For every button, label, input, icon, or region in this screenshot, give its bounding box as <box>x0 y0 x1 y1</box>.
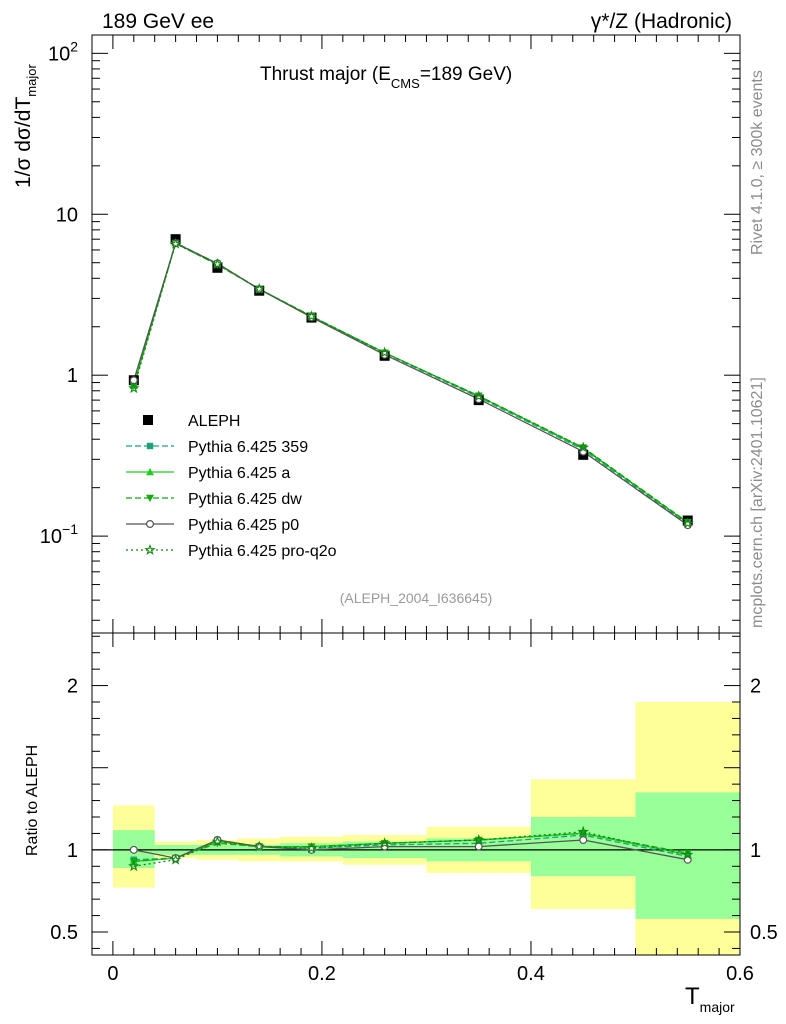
x-tick-label: 0.4 <box>517 963 545 985</box>
y-tick-label: 1 <box>67 365 78 387</box>
ratio-y-tick-label-right: 1 <box>750 840 761 862</box>
main-series-marker-4 <box>169 237 182 249</box>
rivet-version-note: Rivet 4.1.0, ≥ 300k events <box>749 70 766 255</box>
y-tick-label: 10−1 <box>40 521 78 548</box>
main-series-marker-4 <box>253 282 265 294</box>
main-series-marker-4 <box>378 346 391 358</box>
legend-marker <box>146 442 154 450</box>
ratio-series-marker-4 <box>472 833 485 845</box>
ratio-y-tick-label-left: 0.5 <box>50 922 78 944</box>
analysis-id-label: (ALEPH_2004_I636645) <box>340 590 493 606</box>
y-tick-label: 10 <box>56 204 78 226</box>
legend-marker-aleph <box>143 415 153 425</box>
ratio-series-marker-3 <box>474 842 483 851</box>
ratio-series-marker-4 <box>378 837 391 849</box>
ratio-y-tick-label-left: 1 <box>67 840 78 862</box>
main-plot-panel: 102 10 1 10−1 Thrust major (ECMS=189 GeV) (… <box>40 34 741 634</box>
main-series-marker-2 <box>129 382 138 390</box>
ratio-series-marker-4 <box>128 860 140 872</box>
mcplots-note: mcplots.cern.ch [arXiv:2401.10621] <box>749 377 766 628</box>
legend-label: Pythia 6.425 a <box>188 465 290 482</box>
ratio-series-marker-4 <box>169 853 182 865</box>
main-series-marker-4 <box>682 517 694 529</box>
main-series-marker-4 <box>211 258 224 270</box>
main-series-line-3 <box>133 242 689 526</box>
legend-label: Pythia 6.425 359 <box>188 439 308 456</box>
ratio-series-marker-3 <box>579 835 588 844</box>
x-tick-label: 0 <box>107 963 118 985</box>
y-tick-label: 102 <box>48 38 78 65</box>
chart-title: Thrust major (ECMS=189 GeV) <box>260 64 512 91</box>
ratio-series-marker-4 <box>305 842 318 854</box>
ratio-plot-panel: 2 2 1 1 0.5 0.5 0 0.2 0.4 0.6 <box>50 632 778 985</box>
header-right-title: γ*/Z (Hadronic) <box>591 10 732 33</box>
main-series-line-0 <box>133 241 689 526</box>
ratio-series-marker-4 <box>577 825 589 837</box>
ratio-series-marker-4 <box>682 848 694 860</box>
legend-marker <box>146 494 154 502</box>
ratio-series-marker-3 <box>129 845 138 854</box>
main-series-marker-4 <box>305 310 318 322</box>
x-tick-label: 0.2 <box>308 963 336 985</box>
main-series-marker-4 <box>472 390 485 402</box>
legend: ALEPH Pythia 6.425 359 Pythia 6.425 a Pythi… <box>126 413 337 560</box>
x-tick-label: 0.6 <box>726 963 754 985</box>
ratio-y-axis-label: Ratio to ALEPH <box>24 745 41 856</box>
main-series-line-4 <box>133 242 689 524</box>
main-series-marker-4 <box>128 382 140 394</box>
ratio-y-tick-label-left: 2 <box>67 676 78 698</box>
legend-label: Pythia 6.425 pro-q2o <box>188 543 337 560</box>
legend-marker <box>146 468 154 476</box>
ratio-y-tick-label-right: 0.5 <box>750 922 778 944</box>
x-axis-label: Tmajor <box>685 983 735 1015</box>
ratio-plot-frame <box>91 632 741 956</box>
ratio-series-marker-4 <box>211 835 224 847</box>
ratio-series-marker-4 <box>253 840 265 852</box>
legend-label: Pythia 6.425 p0 <box>188 517 299 534</box>
ratio-y-tick-label-right: 2 <box>750 676 761 698</box>
legend-label-aleph: ALEPH <box>188 413 240 430</box>
main-series-marker-4 <box>577 441 589 453</box>
y-axis-label: 1/σ dσ/dTmajor <box>12 64 39 188</box>
legend-label: Pythia 6.425 dw <box>188 491 302 508</box>
ratio-series-marker-2 <box>683 849 692 858</box>
header-left-title: 189 GeV ee <box>102 10 214 33</box>
legend-marker <box>144 544 156 555</box>
legend-marker <box>146 519 155 528</box>
